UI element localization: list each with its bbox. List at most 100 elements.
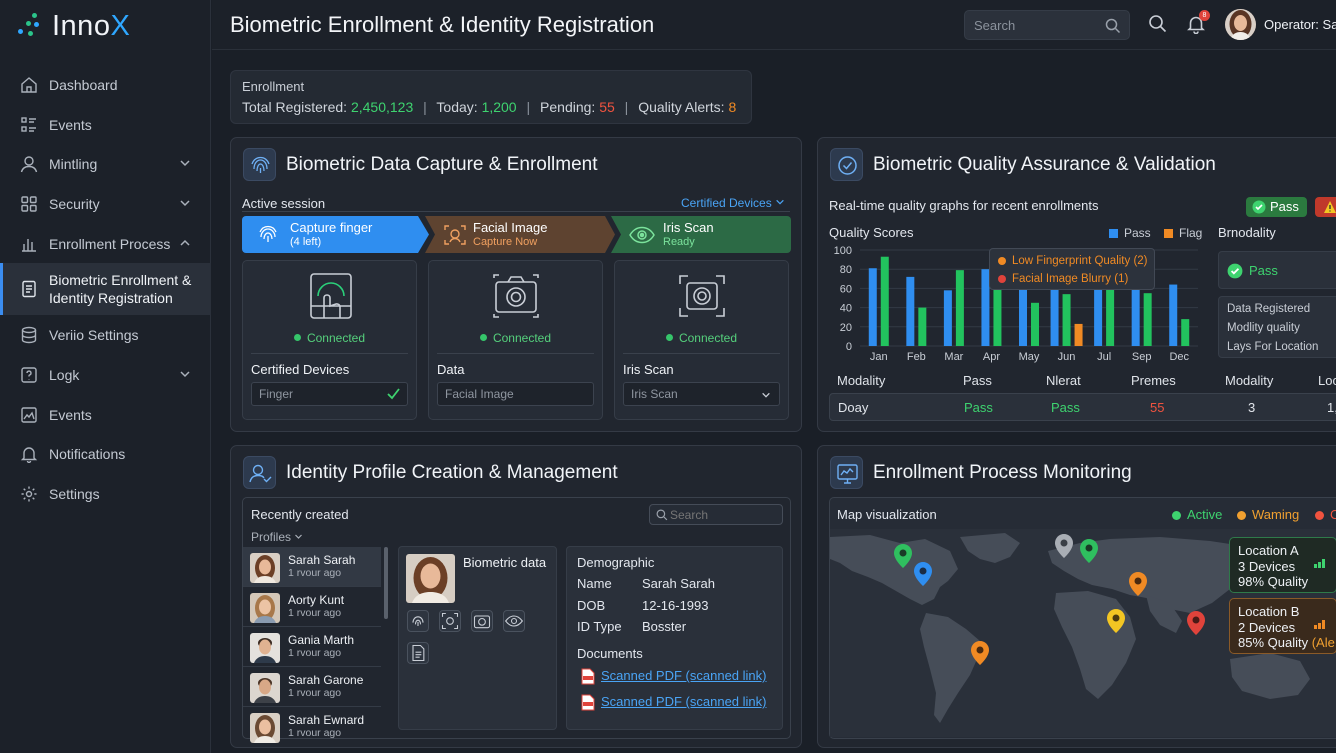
step-capture-finger[interactable]: Capture finger (4 left) xyxy=(242,216,429,253)
list-scrollbar[interactable] xyxy=(384,547,388,619)
tooltip-text: Low Fingerprint Quality (2) xyxy=(1012,255,1148,267)
bar[interactable] xyxy=(1131,270,1140,346)
profile-search[interactable] xyxy=(649,504,783,525)
bar[interactable] xyxy=(1019,286,1027,346)
finger-select[interactable]: Finger xyxy=(251,382,408,406)
bar[interactable] xyxy=(993,263,1002,346)
list-item[interactable]: Gania Marth 1 rvour ago xyxy=(243,627,381,667)
device-card-iris[interactable]: Connected Iris Scan Iris Scan xyxy=(614,260,789,420)
bar[interactable] xyxy=(1062,294,1071,346)
sidebar-item-logk[interactable]: Logk xyxy=(0,355,211,395)
bar[interactable] xyxy=(1181,319,1190,346)
home-icon xyxy=(21,76,37,93)
monitor-icon xyxy=(830,456,863,489)
map-pin-blue[interactable] xyxy=(914,562,932,586)
document-icon[interactable] xyxy=(407,642,429,664)
document-link[interactable]: Scanned PDF (scanned link) xyxy=(601,694,767,709)
step-iris-scan[interactable]: Iris Scan Ready xyxy=(611,216,791,253)
facial-image-field[interactable]: Facial Image xyxy=(437,382,594,406)
bar[interactable] xyxy=(1031,302,1039,346)
document-link[interactable]: Scanned PDF (scanned link) xyxy=(601,668,767,683)
map-pin-orange[interactable] xyxy=(1129,572,1147,596)
location-name: Location B xyxy=(1238,604,1300,619)
sidebar-item-events-2[interactable]: Events xyxy=(0,395,211,435)
avatar xyxy=(250,673,280,703)
bar[interactable] xyxy=(906,276,915,346)
sidebar-item-veriio-settings[interactable]: Veriio Settings xyxy=(0,315,211,355)
bar[interactable] xyxy=(981,269,990,346)
sidebar-item-enrollment-process[interactable]: Enrollment Process xyxy=(0,224,211,264)
iris-scan-select[interactable]: Iris Scan xyxy=(623,382,780,406)
bar[interactable] xyxy=(943,290,952,346)
sidebar-item-security[interactable]: Security xyxy=(0,184,211,224)
step-title: Capture finger xyxy=(290,220,373,235)
bell-icon[interactable] xyxy=(1186,14,1206,34)
search-icon[interactable] xyxy=(1105,18,1121,34)
list-item[interactable]: Sarah Sarah 1 rvour ago xyxy=(243,547,381,587)
profile-search-input[interactable] xyxy=(670,507,778,523)
bar[interactable] xyxy=(1143,293,1152,346)
field-value: Iris Scan xyxy=(631,387,678,401)
search-box[interactable] xyxy=(964,10,1130,40)
sidebar-item-mintling[interactable]: Mintling xyxy=(0,144,211,184)
image-icon xyxy=(21,406,37,423)
id-type-label: ID Type xyxy=(577,619,622,634)
map-pin-green[interactable] xyxy=(894,544,912,568)
map-pin-red[interactable] xyxy=(1187,611,1205,635)
bar[interactable] xyxy=(1169,284,1178,346)
fingerprint-icon[interactable] xyxy=(407,610,429,632)
step-title: Facial Image xyxy=(473,220,548,235)
sidebar-item-notifications[interactable]: Notifications xyxy=(0,435,211,475)
avatar[interactable] xyxy=(1225,9,1256,40)
face-scan-icon[interactable] xyxy=(439,610,461,632)
chevron-up-icon[interactable] xyxy=(179,237,191,249)
bar[interactable] xyxy=(1050,276,1059,346)
active-session-label: Active session xyxy=(242,196,326,211)
bar[interactable] xyxy=(1074,323,1083,346)
map-pin-gray[interactable] xyxy=(1055,534,1073,558)
fingerprint-icon xyxy=(259,225,277,242)
list-item[interactable]: Aorty Kunt 1 rvour ago xyxy=(243,587,381,627)
map-pin-orange[interactable] xyxy=(971,641,989,665)
sidebar-item-events[interactable]: Events xyxy=(0,105,211,145)
location-b-card[interactable]: Location B 2 Devices 85% Quality (Ale xyxy=(1229,598,1336,654)
step-sub: (4 left) xyxy=(290,236,322,248)
certified-devices-link[interactable]: Certified Devices xyxy=(681,196,785,210)
search-icon[interactable] xyxy=(1148,14,1168,34)
bar[interactable] xyxy=(880,256,889,346)
chevron-down-icon[interactable] xyxy=(179,368,191,380)
chevron-down-icon[interactable] xyxy=(179,197,191,209)
sidebar-item-biometric-enrollment[interactable]: Biometric Enrollment & Identity Registra… xyxy=(0,263,211,316)
iris-icon[interactable] xyxy=(503,610,525,632)
logo[interactable]: InnoX xyxy=(18,10,130,42)
device-caption: Data xyxy=(437,362,465,377)
profile-time: 1 rvour ago xyxy=(288,567,342,579)
fingerprint-icon xyxy=(243,148,276,181)
bar[interactable] xyxy=(868,268,877,346)
warning-icon xyxy=(1324,201,1336,213)
documents-title: Documents xyxy=(577,646,643,661)
map-pin-green[interactable] xyxy=(1080,539,1098,563)
bar[interactable] xyxy=(1106,263,1115,346)
sidebar-item-label: Enrollment Process xyxy=(49,235,171,252)
bar[interactable] xyxy=(1094,265,1103,346)
pass-badge: Pass xyxy=(1246,197,1307,217)
camera-icon[interactable] xyxy=(471,610,493,632)
map-pin-yellow[interactable] xyxy=(1107,609,1125,633)
profile-time: 1 rvour ago xyxy=(288,687,342,699)
list-item[interactable]: Sarah Garone 1 rvour ago xyxy=(243,667,381,707)
location-a-card[interactable]: Location A 3 Devices 98% Quality xyxy=(1229,537,1336,593)
sidebar-item-settings[interactable]: Settings xyxy=(0,474,211,514)
bar[interactable] xyxy=(918,307,927,346)
step-facial-image[interactable]: Facial Image Capture Now xyxy=(425,216,615,253)
sidebar-item-dashboard[interactable]: Dashboard xyxy=(0,65,211,105)
search-input[interactable] xyxy=(965,11,1129,39)
chevron-down-icon[interactable] xyxy=(179,157,191,169)
table-row[interactable]: Doay Pass Pass 55 3 1, xyxy=(829,393,1336,421)
device-card-fingerprint[interactable]: Connected Certified Devices Finger xyxy=(242,260,417,420)
device-card-camera[interactable]: Connected Data Facial Image xyxy=(428,260,603,420)
profiles-filter[interactable]: Profiles xyxy=(251,530,303,544)
bar[interactable] xyxy=(955,270,964,346)
list-item[interactable]: Sarah Ewnard 1 rvour ago xyxy=(243,707,381,747)
panel-title: Biometric Quality Assurance & Validation xyxy=(873,154,1216,175)
